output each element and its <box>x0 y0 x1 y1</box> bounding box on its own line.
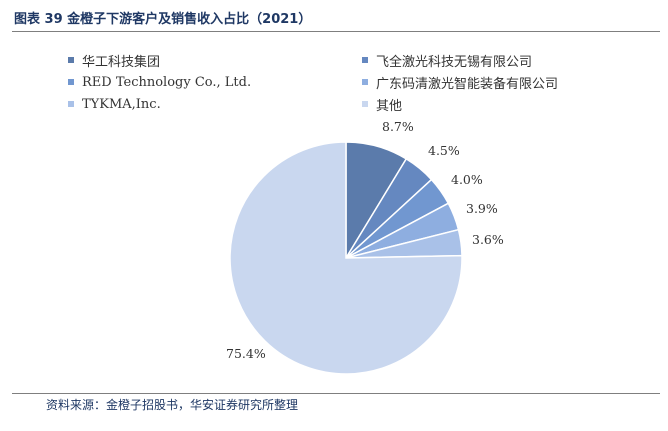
slice-percent-label: 4.5% <box>428 143 460 158</box>
title-divider <box>12 31 660 32</box>
legend-item-tykma: TYKMA,Inc. <box>68 96 161 112</box>
legend-swatch <box>362 79 368 85</box>
legend-label: RED Technology Co., Ltd. <box>82 74 252 90</box>
legend-swatch <box>68 57 74 63</box>
legend-item-red-technology: RED Technology Co., Ltd. <box>68 74 251 90</box>
chart-title: 图表 39 金橙子下游客户及销售收入占比（2021） <box>14 12 312 27</box>
slice-percent-label: 3.6% <box>472 232 504 247</box>
slice-percent-label: 3.9% <box>466 201 498 216</box>
legend-label: 华工科技集团 <box>82 54 161 70</box>
legend-swatch <box>362 101 368 107</box>
legend-label: 飞全激光科技无锡有限公司 <box>376 54 533 70</box>
source-note: 资料来源：金橙子招股书，华安证券研究所整理 <box>46 398 299 412</box>
legend-item-maqing: 广东码清激光智能装备有限公司 <box>362 74 559 92</box>
pie-slice <box>229 141 463 375</box>
legend-swatch <box>362 57 368 63</box>
legend-item-feiquan: 飞全激光科技无锡有限公司 <box>362 52 533 70</box>
legend-label: TYKMA,Inc. <box>82 96 161 112</box>
legend-item-huagong: 华工科技集团 <box>68 52 161 70</box>
legend-swatch <box>68 79 74 85</box>
source-divider <box>12 393 660 394</box>
legend-swatch <box>68 101 74 107</box>
slice-percent-label: 4.0% <box>451 172 483 187</box>
legend-item-others: 其他 <box>362 96 403 114</box>
slice-percent-label: 75.4% <box>226 346 266 361</box>
legend-label: 其他 <box>376 98 403 114</box>
legend-label: 广东码清激光智能装备有限公司 <box>376 76 559 92</box>
slice-percent-label: 8.7% <box>382 119 414 134</box>
